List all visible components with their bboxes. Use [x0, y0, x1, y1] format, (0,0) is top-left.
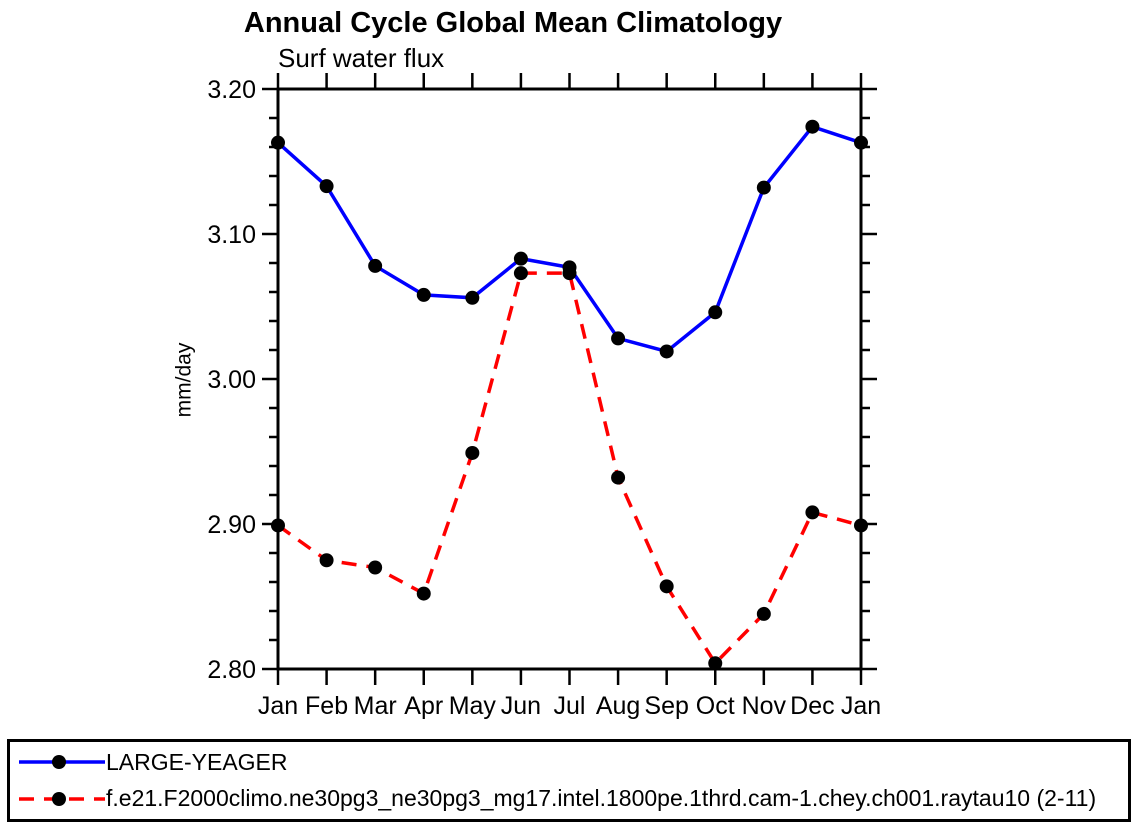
- x-tick-label: Jan: [841, 692, 881, 720]
- y-tick-label: 3.00: [207, 366, 256, 394]
- data-point-dot: [708, 656, 723, 671]
- data-point-dot: [416, 287, 431, 302]
- data-point-dot: [805, 119, 820, 134]
- data-point-dot: [271, 135, 285, 150]
- x-tick-label: Mar: [354, 692, 397, 720]
- x-tick-label: Aug: [596, 692, 640, 720]
- data-point-dot: [513, 251, 528, 266]
- series-line-dashed: [276, 271, 862, 666]
- data-point-dot: [854, 135, 868, 150]
- data-point-dot: [611, 331, 626, 346]
- data-point-dot: [513, 266, 528, 281]
- legend-sample-dashed-red: [19, 791, 105, 806]
- data-point-dot: [562, 266, 577, 281]
- data-point-dot: [659, 579, 674, 594]
- x-tick-label: Oct: [696, 692, 735, 720]
- y-tick-label: 3.20: [207, 76, 256, 104]
- legend-label: f.e21.F2000climo.ne30pg3_ne30pg3_mg17.in…: [106, 785, 1097, 812]
- data-point-dot: [805, 505, 820, 520]
- data-point-dot: [319, 553, 334, 568]
- x-tick-label: Sep: [644, 692, 688, 720]
- y-tick-label: 3.10: [207, 221, 256, 249]
- x-tick-label: May: [449, 692, 497, 720]
- data-series: [271, 119, 868, 671]
- data-point-dot: [465, 445, 480, 460]
- data-point-dot: [854, 518, 868, 533]
- data-point-dot: [611, 470, 626, 485]
- data-point-dot: [465, 290, 480, 305]
- legend-item-f-e21-case: f.e21.F2000climo.ne30pg3_ne30pg3_mg17.in…: [10, 782, 1128, 816]
- data-point-dot: [659, 344, 674, 359]
- data-point-dot: [271, 518, 285, 533]
- data-point-dot: [319, 179, 334, 194]
- x-tick-label: Apr: [404, 692, 443, 720]
- y-tick-label: 2.90: [207, 511, 256, 539]
- chart-title: Annual Cycle Global Mean Climatology: [244, 7, 782, 39]
- data-point-dot: [368, 258, 383, 273]
- legend-marker-dot: [52, 755, 66, 770]
- x-tick-label: Feb: [305, 692, 348, 720]
- data-point-dot: [368, 560, 383, 575]
- x-tick-label: Jan: [258, 692, 298, 720]
- legend-sample-solid-blue: [19, 755, 105, 770]
- series-line-solid: [276, 124, 862, 354]
- data-point-dot: [756, 606, 771, 621]
- x-tick-label: Jun: [501, 692, 541, 720]
- legend-label: LARGE-YEAGER: [106, 748, 288, 775]
- data-point-dot: [756, 180, 771, 195]
- x-tick-label: Nov: [742, 692, 787, 720]
- chart-subtitle: Surf water flux: [278, 43, 444, 73]
- axis-ticks: [262, 73, 877, 685]
- legend-marker-dot: [52, 791, 66, 806]
- x-tick-label: Jul: [554, 692, 586, 720]
- legend: LARGE-YEAGER f.e21.F2000climo.ne30pg3_ne…: [7, 739, 1131, 822]
- y-axis-label: mm/day: [172, 342, 195, 417]
- data-point-dot: [416, 586, 431, 601]
- legend-item-large-yeager: LARGE-YEAGER: [10, 745, 1128, 779]
- y-tick-label: 2.80: [207, 656, 256, 684]
- data-point-dot: [708, 305, 723, 320]
- x-tick-label: Dec: [790, 692, 834, 720]
